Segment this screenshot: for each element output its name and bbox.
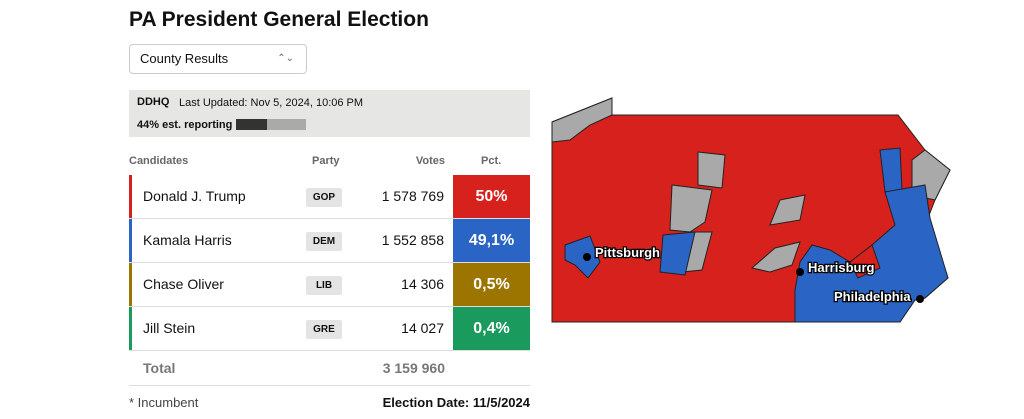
party-badge: GOP <box>306 188 342 207</box>
header-cell: Candidates <box>129 155 189 167</box>
votes: 1 552 858 <box>381 232 444 248</box>
county-gray <box>697 151 726 189</box>
city-dot <box>796 268 804 276</box>
table-row: Donald J. Trump GOP 1 578 769 50% <box>129 175 530 219</box>
votes: 1 578 769 <box>381 188 444 204</box>
city-label: Harrisburg <box>808 260 875 275</box>
city-label: Philadelphia <box>834 289 911 304</box>
party-stripe <box>129 175 132 218</box>
reporting: 44% est. reporting <box>137 119 233 131</box>
candidate-name: Jill Stein <box>143 320 196 336</box>
county-blue <box>564 235 601 279</box>
reporting-bar <box>236 119 306 130</box>
party-stripe <box>129 219 132 262</box>
last-updated: Last Updated: Nov 5, 2024, 10:06 PM <box>179 97 364 109</box>
percent: 0,5% <box>453 263 530 306</box>
dropdown-arrow: ⌃⌄ <box>277 53 294 64</box>
percent: 49,1% <box>453 219 530 262</box>
county-gray <box>551 97 613 143</box>
source: DDHQ <box>137 96 170 108</box>
candidate-name: Donald J. Trump <box>143 188 246 204</box>
candidate-name: Kamala Harris <box>143 232 232 248</box>
total-label: Total <box>143 360 176 376</box>
election-date: Election Date: 11/5/2024 <box>382 395 530 410</box>
party-badge: DEM <box>306 232 342 251</box>
note: * Incumbent <box>129 395 199 410</box>
status-box: DDHQ Last Updated: Nov 5, 2024, 10:06 PM… <box>129 90 530 137</box>
dropdown-label: County Results <box>140 51 229 66</box>
city-dot <box>916 295 924 303</box>
header-cell: Pct. <box>481 155 502 167</box>
party-badge: GRE <box>306 320 342 339</box>
candidate-name: Chase Oliver <box>143 276 224 292</box>
party-badge: LIB <box>306 276 342 295</box>
table-row: Kamala Harris DEM 1 552 858 49,1% <box>129 219 530 263</box>
city-dot <box>583 253 591 261</box>
percent: 50% <box>453 175 530 218</box>
title: PA President General Election <box>129 8 429 31</box>
percent: 0,4% <box>453 307 530 350</box>
county-gray <box>669 184 713 233</box>
party-stripe <box>129 263 132 306</box>
dropdown[interactable]: County Results ⌃⌄ <box>129 44 307 74</box>
header-cell: Party <box>312 155 340 167</box>
county-gray <box>750 241 801 273</box>
county-blue <box>659 231 696 276</box>
city-label: Pittsburgh <box>595 245 660 260</box>
county-gray <box>769 194 806 226</box>
votes: 14 027 <box>401 320 444 336</box>
table-row: Chase Oliver LIB 14 306 0,5% <box>129 263 530 307</box>
county-red <box>849 244 881 279</box>
party-stripe <box>129 307 132 350</box>
separator <box>129 385 530 386</box>
reporting-fill <box>236 119 267 130</box>
header-cell: Votes <box>415 155 445 167</box>
total-votes: 3 159 960 <box>382 360 445 376</box>
votes: 14 306 <box>401 276 444 292</box>
table-row: Jill Stein GRE 14 027 0,4% <box>129 307 530 351</box>
